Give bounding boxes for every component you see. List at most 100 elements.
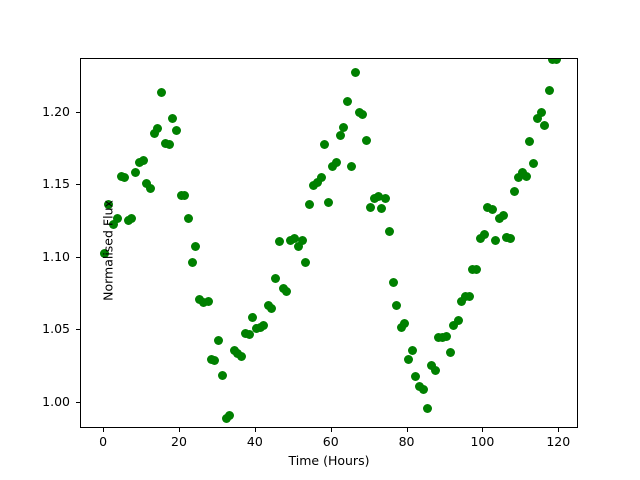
scatter-point [453, 315, 463, 325]
y-tick-mark [76, 329, 80, 331]
scatter-point [305, 199, 315, 209]
scatter-point [180, 190, 190, 200]
scatter-point [343, 96, 353, 106]
x-tick-label: 40 [246, 434, 263, 449]
x-tick-mark [254, 428, 256, 432]
scatter-point [506, 234, 516, 244]
scatter-point [445, 347, 455, 357]
y-tick-mark [76, 401, 80, 403]
scatter-point [130, 167, 140, 177]
scatter-point [381, 193, 391, 203]
scatter-point [331, 157, 341, 167]
scatter-point [339, 122, 349, 132]
x-tick-mark [482, 428, 484, 432]
scatter-point [373, 192, 383, 202]
scatter-point [510, 186, 520, 196]
scatter-point [312, 177, 322, 187]
scatter-point [172, 125, 182, 135]
scatter-point [119, 173, 129, 183]
scatter-point [156, 87, 166, 97]
scatter-point [316, 173, 326, 183]
scatter-point [297, 235, 307, 245]
scatter-point [358, 109, 368, 119]
scatter-point [472, 264, 482, 274]
plot-axes-frame [80, 58, 578, 428]
scatter-point [203, 296, 213, 306]
scatter-point [213, 335, 223, 345]
scatter-point [517, 167, 527, 177]
scatter-point [267, 304, 277, 314]
y-tick-label: 1.20 [42, 103, 70, 119]
scatter-point [351, 67, 361, 77]
scatter-point [521, 172, 531, 182]
scatter-point [551, 59, 561, 64]
y-axis-label: Normalised Flux [100, 200, 116, 301]
scatter-point [499, 211, 509, 221]
x-tick-label: 100 [470, 434, 495, 449]
y-tick-mark [76, 184, 80, 186]
scatter-point [533, 113, 543, 123]
scatter-point [188, 257, 197, 267]
scatter-point [491, 235, 501, 245]
scatter-point [536, 108, 546, 118]
scatter-point [400, 318, 410, 328]
scatter-point [168, 113, 178, 123]
scatter-point [290, 234, 300, 244]
scatter-point [346, 161, 356, 171]
scatter-point [164, 140, 174, 150]
scatter-point [362, 135, 372, 145]
scatter-point [442, 331, 452, 341]
scatter-point [99, 248, 109, 258]
scatter-point [430, 366, 440, 376]
x-tick-label: 60 [322, 434, 339, 449]
scatter-point [244, 330, 254, 340]
y-tick-label: 1.05 [42, 321, 70, 337]
scatter-point [377, 203, 387, 213]
scatter-point [365, 202, 375, 212]
y-tick-mark [76, 111, 80, 113]
scatter-point [426, 360, 436, 370]
scatter-point [191, 241, 201, 251]
scatter-point [456, 296, 466, 306]
scatter-point [145, 183, 155, 193]
x-tick-mark [406, 428, 408, 432]
x-tick-mark [178, 428, 180, 432]
scatter-point [294, 241, 304, 251]
scatter-point [282, 286, 292, 296]
x-tick-label: 80 [398, 434, 415, 449]
scatter-point [385, 227, 395, 237]
x-tick-mark [330, 428, 332, 432]
scatter-point [259, 321, 269, 331]
scatter-point [320, 140, 330, 150]
y-tick-label: 1.10 [42, 248, 70, 264]
scatter-point [449, 321, 459, 331]
scatter-point [138, 156, 148, 166]
scatter-point [419, 385, 429, 395]
y-tick-mark [76, 256, 80, 258]
scatter-point [108, 219, 118, 229]
scatter-point [335, 131, 345, 141]
scatter-point [153, 124, 163, 134]
scatter-point [183, 214, 193, 224]
y-tick-label: 1.00 [42, 393, 70, 409]
scatter-point [199, 298, 208, 308]
scatter-point [388, 277, 398, 287]
x-tick-mark [103, 428, 105, 432]
scatter-point [403, 354, 413, 364]
scatter-point [513, 173, 523, 183]
x-tick-label: 0 [99, 434, 108, 449]
scatter-point [301, 257, 311, 267]
scatter-point [112, 214, 122, 224]
scatter-point [324, 198, 334, 208]
scatter-point [476, 234, 486, 244]
scatter-points-layer [81, 59, 577, 427]
scatter-point [237, 351, 247, 361]
x-tick-label: 120 [546, 434, 571, 449]
scatter-point [464, 292, 474, 302]
scatter-point [142, 179, 152, 189]
scatter-point [411, 372, 421, 382]
scatter-point [248, 312, 258, 322]
scatter-point [126, 214, 136, 224]
scatter-point [525, 137, 535, 147]
